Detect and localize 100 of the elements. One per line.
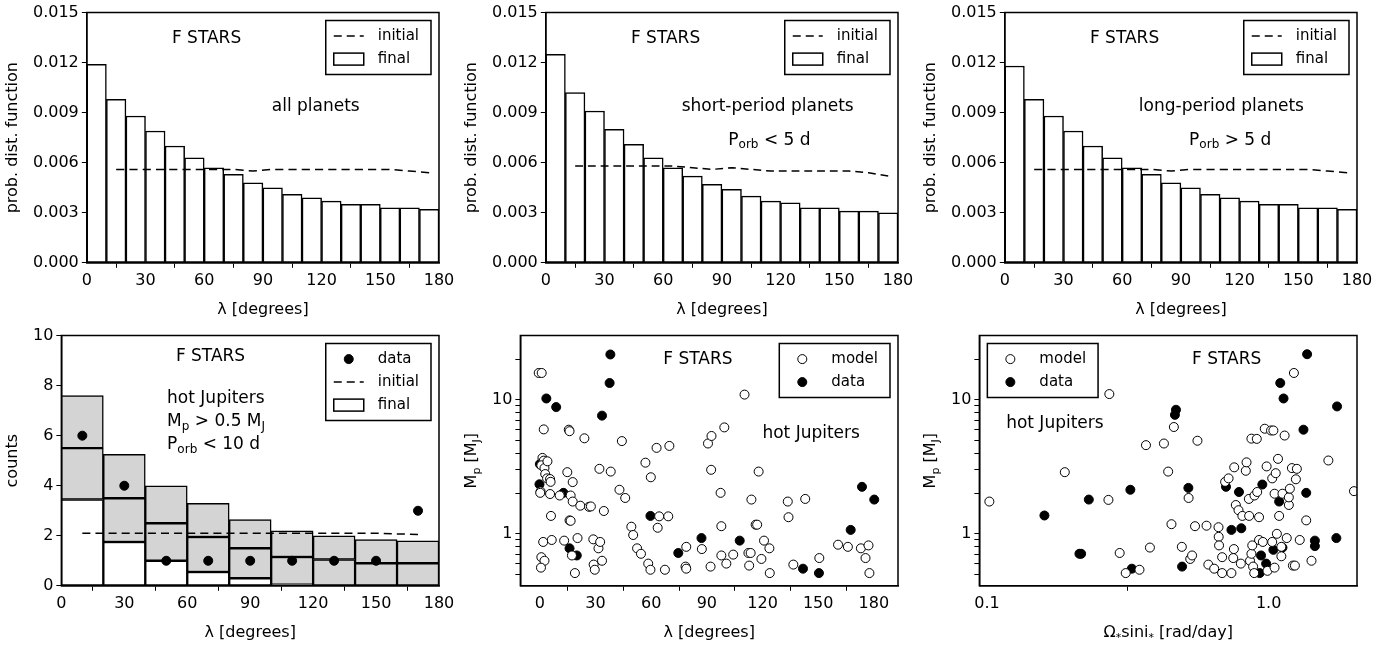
x-tick-label: 180: [858, 592, 890, 612]
y-tick-label: 0.006: [491, 151, 538, 171]
y-tick-label: 0.000: [950, 251, 997, 271]
y-tick-label: 0.015: [32, 1, 79, 21]
x-tick-label: 60: [177, 592, 198, 612]
y-tick-label: 8: [43, 374, 54, 394]
x-tick-label: 60: [194, 269, 215, 289]
y-tick-label: 0.003: [32, 201, 79, 221]
legend-label: data: [831, 371, 866, 390]
y-tick-label: 0.006: [32, 151, 79, 171]
y-axis-title: prob. dist. function: [920, 62, 940, 214]
y-tick-label: 0.012: [491, 51, 538, 71]
annotation: all planets: [271, 94, 360, 115]
y-tick-label: 0.000: [32, 251, 79, 271]
annotation: hot Jupiters: [1006, 411, 1104, 432]
x-axis-title: λ [degrees]: [217, 299, 309, 319]
annotation: F STARS: [630, 27, 701, 48]
x-tick-label: 0: [540, 269, 551, 289]
y-tick-label: 10: [951, 388, 972, 408]
x-tick-label: 120: [747, 592, 778, 612]
x-tick-label: 60: [641, 592, 662, 612]
legend-label: initial: [377, 25, 419, 44]
annotation: F STARS: [1192, 347, 1262, 368]
legend-label: model: [831, 348, 879, 367]
x-axis-title: λ [degrees]: [1135, 299, 1227, 319]
legend-label: final: [377, 48, 411, 67]
x-axis-title: λ [degrees]: [676, 299, 768, 319]
x-tick-label: 90: [1170, 269, 1192, 289]
legend-label: model: [1039, 348, 1087, 367]
x-tick-label: 90: [252, 269, 274, 289]
y-axis-title: prob. dist. function: [2, 62, 22, 214]
y-tick-label: 0.000: [491, 251, 538, 271]
legend-label: final: [836, 48, 870, 67]
x-tick-label: 150: [365, 269, 396, 289]
y-tick-label: 0.009: [491, 101, 538, 121]
y-tick-label: 2: [43, 524, 54, 544]
x-tick-label: 90: [696, 592, 718, 612]
x-tick-label: 60: [1112, 269, 1133, 289]
y-tick-label: 10: [33, 324, 54, 344]
x-tick-label: 120: [297, 592, 329, 612]
x-tick-label: 120: [306, 269, 337, 289]
x-tick-label: 90: [711, 269, 733, 289]
y-axis-title: counts: [2, 433, 22, 488]
x-axis-title: λ [degrees]: [663, 622, 755, 642]
annotation: F STARS: [175, 345, 246, 366]
x-tick-label: 180: [423, 269, 455, 289]
x-tick-label: 150: [824, 269, 855, 289]
y-axis-title: Mp [MJ]: [920, 432, 942, 489]
x-tick-label: 0: [81, 269, 92, 289]
x-tick-label: 30: [114, 592, 135, 612]
legend-label: initial: [377, 371, 419, 390]
y-tick-label: 4: [43, 474, 54, 494]
annotation: hot Jupiters: [762, 421, 861, 442]
y-axis-title: Mp [MJ]: [461, 432, 483, 489]
x-tick-label: 120: [1224, 269, 1255, 289]
y-tick-label: 0.003: [950, 201, 997, 221]
legend-label: initial: [1295, 25, 1337, 44]
annotation: long-period planets: [1138, 94, 1305, 115]
annotation: F STARS: [171, 27, 242, 48]
y-tick-label: 0.009: [950, 101, 997, 121]
y-tick-label: 0.012: [32, 51, 79, 71]
y-tick-label: 0.003: [491, 201, 538, 221]
y-tick-label: 0.015: [950, 1, 997, 21]
x-tick-label: 1.0: [1255, 592, 1282, 612]
y-tick-label: 0.006: [950, 151, 997, 171]
x-tick-label: 0.1: [974, 592, 1000, 612]
annotation: F STARS: [1089, 27, 1160, 48]
x-tick-label: 90: [240, 592, 261, 612]
x-axis-title: λ [degrees]: [204, 622, 296, 642]
x-tick-label: 180: [423, 592, 455, 612]
annotation: F STARS: [663, 347, 733, 368]
x-tick-label: 30: [1053, 269, 1074, 289]
y-tick-label: 0: [43, 574, 54, 594]
legend-label: data: [377, 348, 412, 367]
x-tick-label: 30: [135, 269, 156, 289]
x-axis-title: Ω*sini* [rad/day]: [1103, 622, 1233, 644]
y-axis-title: prob. dist. function: [461, 62, 481, 214]
x-tick-label: 150: [360, 592, 392, 612]
y-tick-label: 6: [43, 424, 54, 444]
x-tick-label: 120: [765, 269, 796, 289]
x-tick-label: 30: [585, 592, 606, 612]
x-tick-label: 150: [1283, 269, 1314, 289]
legend-label: data: [1039, 371, 1074, 390]
annotation: short-period planets: [681, 94, 854, 115]
x-tick-label: 0: [999, 269, 1010, 289]
annotation: hot Jupiters: [167, 386, 265, 407]
y-tick-label: 0.015: [491, 1, 538, 21]
x-tick-label: 180: [1341, 269, 1373, 289]
legend-label: initial: [836, 25, 878, 44]
y-tick-label: 1: [961, 522, 972, 542]
x-tick-label: 150: [802, 592, 834, 612]
y-tick-label: 0.012: [950, 51, 997, 71]
legend-label: final: [1295, 48, 1329, 67]
x-tick-label: 30: [594, 269, 615, 289]
y-tick-label: 1: [502, 522, 513, 542]
x-tick-label: 180: [882, 269, 914, 289]
y-tick-label: 10: [492, 388, 513, 408]
y-tick-label: 0.009: [32, 101, 79, 121]
x-tick-label: 60: [653, 269, 674, 289]
legend-label: final: [377, 394, 411, 413]
